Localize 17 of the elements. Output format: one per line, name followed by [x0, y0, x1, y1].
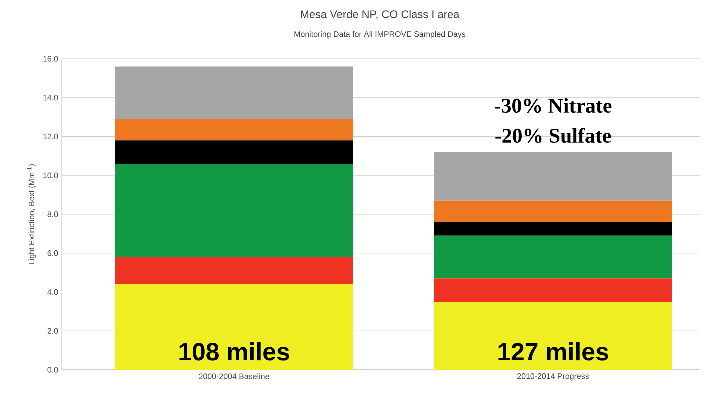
bar	[115, 164, 354, 258]
bar	[434, 200, 672, 222]
bar	[115, 66, 354, 120]
annotation: -20% Sulfate	[496, 128, 612, 144]
bar	[434, 222, 672, 236]
annotation: 127 miles	[498, 342, 608, 361]
bar	[434, 302, 672, 370]
bar	[434, 278, 672, 302]
bar	[434, 152, 672, 201]
bar	[115, 119, 354, 141]
chart-title: Mesa Verde NP, CO Class I area	[301, 10, 460, 20]
bar	[115, 284, 354, 370]
bar	[115, 140, 354, 164]
annotation: 108 miles	[180, 342, 290, 361]
annotation: -30% Nitrate	[495, 98, 612, 114]
bar	[115, 257, 354, 284]
bar	[434, 236, 672, 279]
